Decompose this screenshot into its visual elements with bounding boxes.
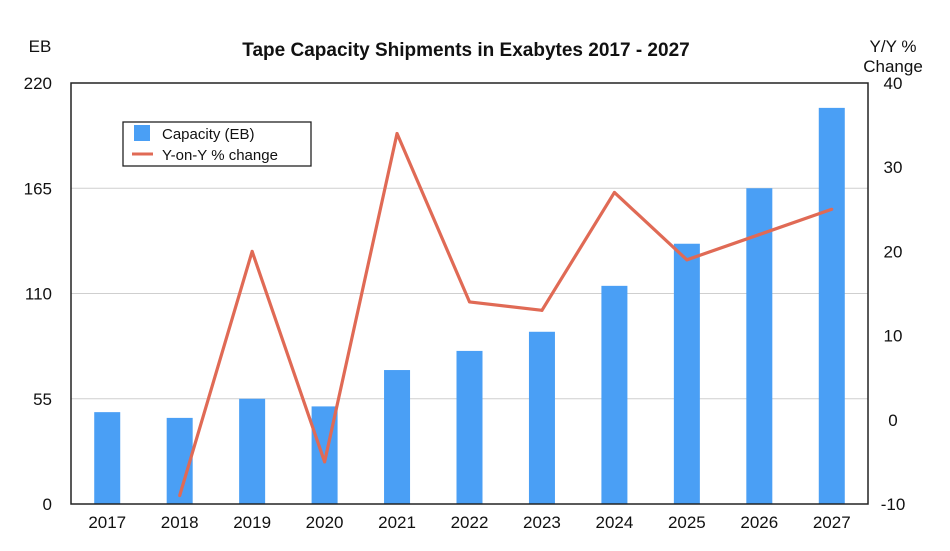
y-left-tick-165: 165 <box>24 179 52 198</box>
legend-box <box>122 121 312 167</box>
y-right-tick-20: 20 <box>884 242 903 261</box>
y-axis-left-ticks: 0 55 110 165 220 <box>24 74 52 514</box>
y-axis-right-label-line1: Y/Y % <box>870 37 917 56</box>
bar-2027 <box>818 107 845 505</box>
legend-swatch-capacity <box>134 125 150 141</box>
x-tick-2019: 2019 <box>233 513 271 532</box>
y-left-tick-55: 55 <box>33 390 52 409</box>
y-right-tick-30: 30 <box>884 158 903 177</box>
plot-area-frame <box>70 82 869 505</box>
legend-label-capacity: Capacity (EB) <box>162 126 255 143</box>
bar-2022 <box>456 350 483 504</box>
yoy-point-2023 <box>540 308 544 312</box>
y-right-tick-40: 40 <box>884 74 903 93</box>
bar-2024 <box>601 285 628 504</box>
yoy-point-2020 <box>323 460 327 464</box>
yoy-point-2018 <box>178 494 182 498</box>
legend-label-yoy: Y-on-Y % change <box>162 147 278 164</box>
x-tick-2017: 2017 <box>88 513 126 532</box>
x-tick-2026: 2026 <box>740 513 778 532</box>
x-tick-2023: 2023 <box>523 513 561 532</box>
yoy-point-2024 <box>612 190 616 194</box>
y-left-tick-110: 110 <box>25 285 52 304</box>
y-right-tick--10: -10 <box>881 495 906 514</box>
y-axis-right-ticks: -10 0 10 20 30 40 <box>881 74 906 514</box>
yoy-point-2022 <box>468 300 471 304</box>
y-right-tick-0: 0 <box>888 411 897 430</box>
yoy-change-polyline <box>178 131 833 497</box>
bar-2026 <box>746 188 773 504</box>
bar-2025 <box>673 243 700 504</box>
x-tick-2020: 2020 <box>306 513 344 532</box>
chart-title: Tape Capacity Shipments in Exabytes 2017… <box>242 40 689 61</box>
x-tick-2027: 2027 <box>813 513 851 532</box>
x-tick-2018: 2018 <box>161 513 199 532</box>
x-tick-2021: 2021 <box>378 513 416 532</box>
yoy-point-2025 <box>685 258 689 262</box>
bar-2017 <box>94 412 121 504</box>
yoy-point-2021 <box>395 132 399 136</box>
x-axis-ticks: 2017 2018 2019 2020 2021 2022 2023 2024 2025 2026… <box>88 513 850 532</box>
x-tick-2022: 2022 <box>451 513 489 532</box>
y-axis-right-label-line2: Change <box>863 57 923 76</box>
legend: Capacity (EB) Y-on-Y % change <box>122 121 312 167</box>
capacity-bars <box>94 107 845 505</box>
x-tick-2024: 2024 <box>595 513 633 532</box>
yoy-point-2026 <box>757 233 761 237</box>
y-right-tick-10: 10 <box>884 327 903 346</box>
yoy-point-2019 <box>250 249 254 253</box>
yoy-point-2027 <box>830 207 834 211</box>
y-axis-left-label: EB <box>29 37 52 56</box>
yoy-change-line <box>178 131 834 498</box>
x-tick-2025: 2025 <box>668 513 706 532</box>
y-left-tick-0: 0 <box>43 495 52 514</box>
bar-2021 <box>384 370 411 504</box>
bar-2019 <box>239 398 266 504</box>
y-left-tick-220: 220 <box>24 74 52 93</box>
bar-2023 <box>528 331 555 504</box>
